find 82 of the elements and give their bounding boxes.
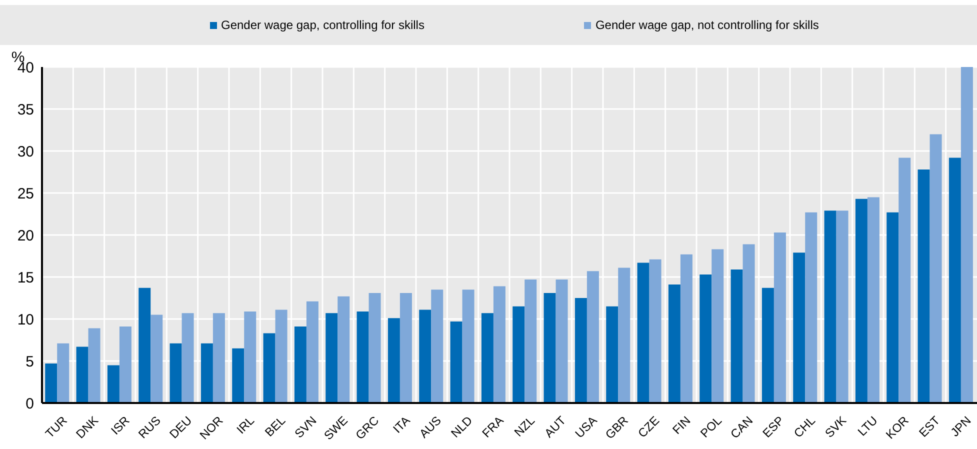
bar	[730, 269, 743, 403]
bar	[867, 197, 880, 403]
bar	[232, 348, 244, 403]
x-tick-label: FRA	[479, 413, 506, 440]
y-tick-label: 20	[17, 227, 34, 244]
bar	[855, 198, 868, 403]
bar	[182, 313, 194, 403]
y-tick-label: 30	[17, 143, 34, 160]
bar	[700, 274, 712, 403]
bar	[649, 259, 662, 403]
bar	[119, 326, 132, 403]
bar	[462, 290, 474, 403]
bar	[556, 280, 568, 403]
bar	[586, 271, 599, 403]
legend-label: Gender wage gap, controlling for skills	[221, 18, 424, 32]
x-tick-label: USA	[572, 413, 600, 441]
bar	[244, 311, 256, 403]
bar	[76, 346, 88, 403]
x-tick-label: ISR	[108, 413, 132, 438]
x-tick-label: TUR	[42, 413, 70, 441]
bar	[450, 322, 462, 403]
x-tick-label: IRL	[234, 413, 258, 437]
bar	[712, 249, 724, 403]
bar	[824, 210, 836, 403]
bar	[512, 306, 525, 403]
bar	[606, 306, 618, 403]
bar	[637, 262, 650, 403]
bar	[618, 268, 630, 403]
bar	[960, 67, 973, 403]
bar	[836, 210, 848, 403]
y-tick-label: 0	[26, 395, 34, 412]
x-tick-label: FIN	[670, 413, 694, 438]
bar	[326, 313, 338, 403]
x-tick-label: BEL	[262, 413, 288, 440]
x-tick-label: LTU	[854, 413, 880, 439]
bar	[107, 365, 120, 403]
bar	[57, 343, 70, 403]
x-tick-label: NZL	[511, 413, 538, 440]
bar	[294, 326, 306, 403]
bar	[200, 343, 213, 403]
bar	[150, 314, 163, 403]
y-tick-label: 5	[26, 353, 34, 370]
bar	[524, 280, 537, 403]
bar	[493, 286, 506, 403]
bar	[805, 212, 818, 403]
bar	[544, 292, 556, 403]
bar	[138, 288, 151, 403]
x-tick-label: CHL	[791, 413, 818, 440]
y-tick-label: 10	[17, 311, 34, 328]
y-tick-label: 35	[17, 101, 34, 118]
bar	[263, 333, 276, 403]
bar	[388, 318, 400, 403]
bar	[886, 212, 899, 403]
bar	[762, 288, 774, 403]
bar	[668, 284, 680, 403]
bar	[574, 298, 587, 403]
bar	[212, 313, 225, 403]
bar	[275, 310, 288, 403]
bar	[170, 343, 182, 403]
bar	[431, 290, 444, 403]
bar	[419, 310, 432, 403]
x-tick-label: POL	[698, 413, 725, 440]
bar	[368, 292, 381, 403]
y-tick-label: 15	[17, 269, 34, 286]
bar	[338, 296, 350, 403]
bar	[481, 313, 494, 403]
bar	[898, 158, 911, 403]
bar	[356, 311, 369, 403]
bar	[400, 292, 412, 403]
bar	[88, 328, 100, 403]
x-tick-label: ITA	[390, 413, 413, 436]
legend-label: Gender wage gap, not controlling for skills	[595, 18, 819, 32]
bar	[742, 244, 755, 403]
y-tick-label: 25	[17, 185, 34, 202]
bar	[793, 252, 806, 403]
bar	[930, 134, 942, 403]
bar	[774, 232, 786, 403]
bar	[918, 169, 930, 403]
bar	[948, 158, 961, 403]
bar	[306, 301, 318, 403]
bar	[45, 364, 58, 403]
bar	[680, 254, 692, 403]
